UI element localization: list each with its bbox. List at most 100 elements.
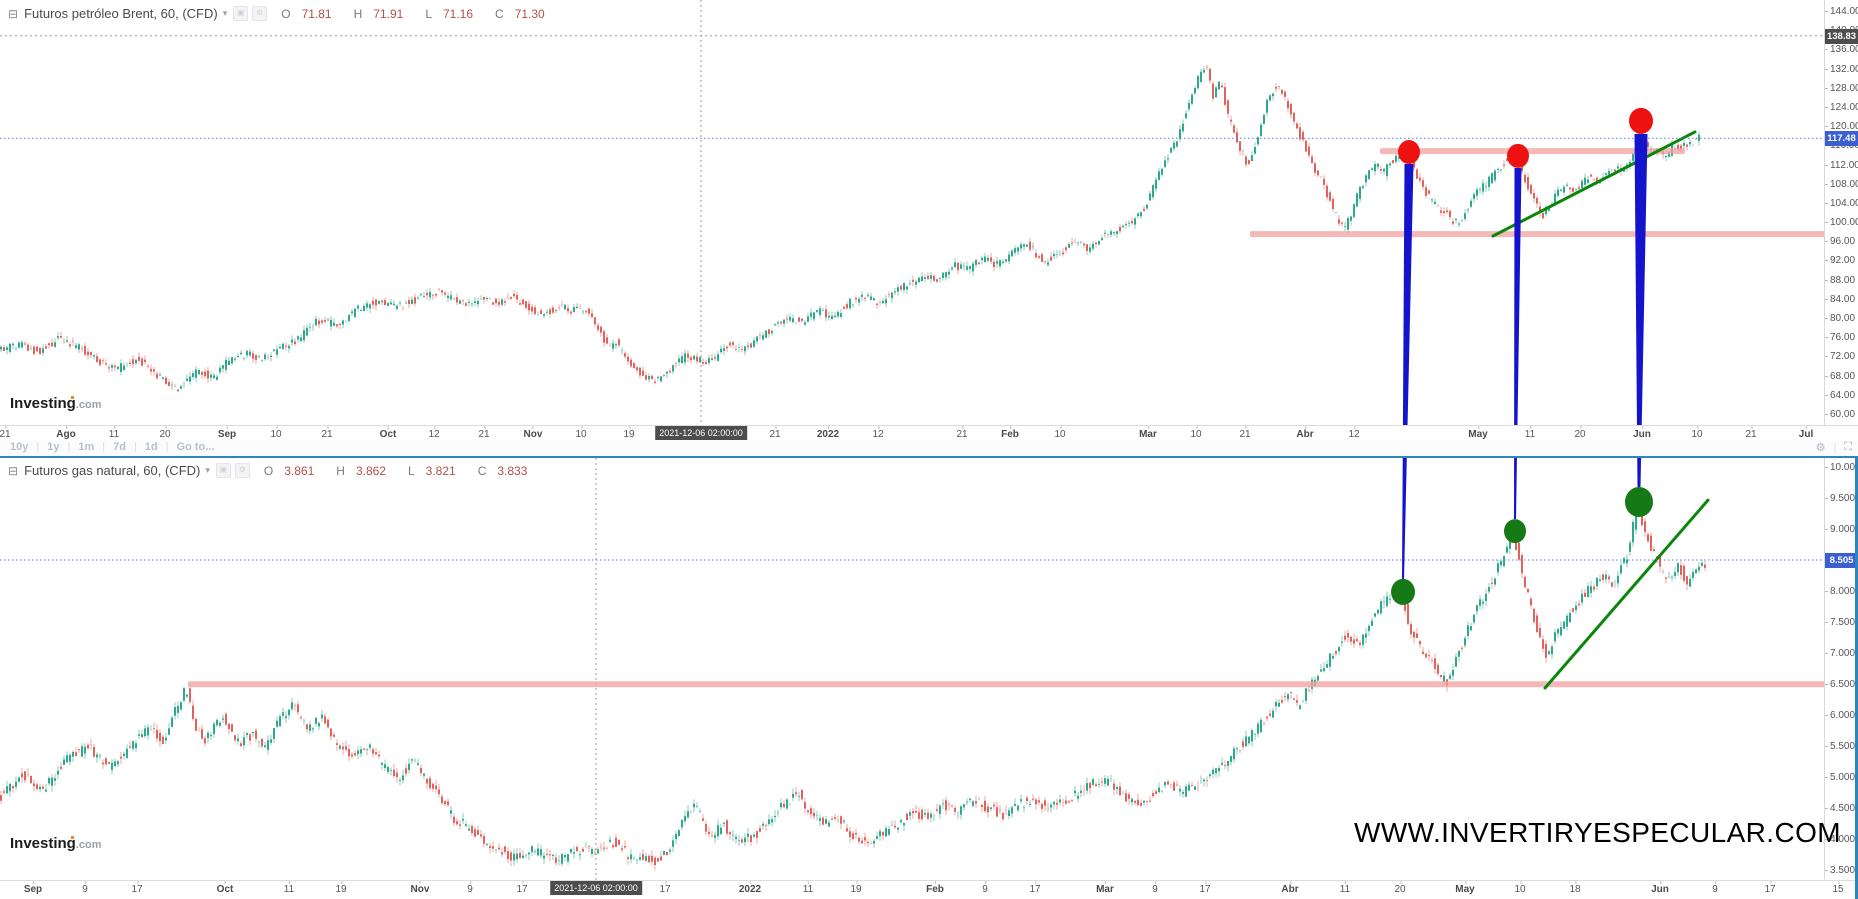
time-tick-label: 10 xyxy=(1190,426,1202,440)
time-tick-label: 17 xyxy=(1764,881,1776,895)
time-tick-label: 10 xyxy=(270,426,282,440)
toolbar-divider: | xyxy=(67,441,71,453)
time-tick-label: 20 xyxy=(1574,426,1586,440)
dropdown-caret-icon[interactable]: ▾ xyxy=(222,8,228,18)
ohlc-value: L 71.16 xyxy=(425,6,474,21)
panel2-time-axis[interactable]: Sep 9 17 Oct 11 19 Nov 9 17 17 2022 11 19 Feb 9 17 Mar 9 1… xyxy=(0,880,1858,899)
logo-orange-dot xyxy=(71,836,74,839)
time-tick-label: 12 xyxy=(428,426,440,440)
time-tick-label: 11 xyxy=(283,881,295,895)
investing-logo-tld: .com xyxy=(75,839,102,851)
price-tick-label: 5.000 xyxy=(1824,772,1856,784)
panel1-price-axis[interactable]: 144.00140.00136.00132.00128.00124.00120.… xyxy=(1824,0,1858,425)
collapse-icon[interactable]: ⊟ xyxy=(8,6,19,21)
time-tick-label: 10 xyxy=(1691,426,1703,440)
price-tick-label: 88.00 xyxy=(1824,274,1856,286)
gear-icon[interactable]: ⚙ xyxy=(1815,442,1826,454)
price-tick-label: 84.00 xyxy=(1824,293,1856,305)
range-button-7d[interactable]: 7d xyxy=(113,441,126,453)
ohlc-value: O 3.861 xyxy=(263,463,315,478)
logo-orange-dot xyxy=(71,396,74,399)
ohlc-value: H 71.91 xyxy=(353,6,404,21)
investing-logo-text: Investing xyxy=(10,835,76,852)
time-tick-label: 9 xyxy=(82,881,88,895)
time-tick-label: 17 xyxy=(516,881,528,895)
panel2-title: Futuros gas natural, 60, (CFD) xyxy=(24,463,201,478)
time-tick-label: 11 xyxy=(1339,881,1351,895)
price-tick-label: 104.00 xyxy=(1825,198,1858,209)
time-tick-label: 17 xyxy=(1199,881,1211,895)
range-button-1m[interactable]: 1m xyxy=(78,441,95,453)
time-tick-label: Nov xyxy=(410,881,430,895)
gear-icon[interactable]: ⚙ xyxy=(234,463,250,478)
time-tick-label: 11 xyxy=(108,426,120,440)
time-tick-label: 21 xyxy=(1745,426,1757,440)
time-tick-label: Jul xyxy=(1798,426,1814,440)
panel2-annotations xyxy=(0,498,1825,690)
time-tick-label: 2022 xyxy=(738,881,762,895)
time-tick-label: Nov xyxy=(523,426,543,440)
price-tick-label: 64.00 xyxy=(1824,389,1856,401)
time-tick-label: Oct xyxy=(379,426,397,440)
time-tick-label: 12 xyxy=(872,426,884,440)
time-tick-label: 9 xyxy=(982,881,988,895)
price-tick-label: 8.000 xyxy=(1824,586,1856,598)
time-tick-label: 12 xyxy=(1348,426,1360,440)
time-tick-label: 18 xyxy=(1569,881,1581,895)
price-tick-label: 92.00 xyxy=(1824,255,1856,267)
time-tick-label: 15 xyxy=(1832,881,1844,895)
camera-icon[interactable]: ▣ xyxy=(233,6,249,21)
price-tick-label: 4.500 xyxy=(1824,803,1856,815)
crosshair-lines xyxy=(0,0,1824,880)
time-tick-label: 21 xyxy=(478,426,490,440)
time-tick-label: 21 xyxy=(321,426,333,440)
time-tick-label: 19 xyxy=(850,881,862,895)
goto-button[interactable]: Go to... xyxy=(176,441,215,453)
time-tick-label: 17 xyxy=(131,881,143,895)
time-tick-label: 21 xyxy=(0,426,11,440)
time-tick-label: Feb xyxy=(926,881,944,895)
toolbar-divider: | xyxy=(165,441,169,453)
investing-logo-text: Investing xyxy=(10,395,76,412)
toolbar-divider: | xyxy=(102,441,106,453)
toolbar-divider: | xyxy=(1833,441,1837,454)
panel1-ohlc-readout: O 71.81 H 71.91 L 71.16 C 71.30 xyxy=(281,7,567,21)
time-tick-label: 10 xyxy=(1054,426,1066,440)
price-tick-label: 72.00 xyxy=(1824,351,1856,363)
time-tick-label: 21 xyxy=(769,426,781,440)
time-tick-label: Mar xyxy=(1139,426,1157,440)
dropdown-caret-icon[interactable]: ▾ xyxy=(205,465,210,475)
toolbar-right-icons: ⚙ | ⛶ xyxy=(1816,441,1852,454)
range-button-10y[interactable]: 10y xyxy=(10,441,29,453)
red-signal-dots xyxy=(1398,107,1653,168)
price-tick-label: 76.00 xyxy=(1824,332,1856,344)
panel2-price-axis[interactable]: 10.000 9.500 9.000 8.000 7.500 7.000 6.500 6.00… xyxy=(1824,458,1858,880)
time-tick-label: 19 xyxy=(623,426,635,440)
gear-icon[interactable]: ⚙ xyxy=(252,6,268,21)
investing-logo: Investing .com xyxy=(10,835,102,853)
brent-candles xyxy=(0,64,1700,392)
watermark-text: WWW.INVERTIRYESPECULAR.COM xyxy=(1354,817,1841,848)
panel2-header: ⊟ Futuros gas natural, 60, (CFD) ▾ ▣ ⚙ O… xyxy=(8,463,549,478)
price-tick-label: 10.000 xyxy=(1825,462,1858,473)
camera-icon[interactable]: ▣ xyxy=(215,463,231,478)
price-tick-label: 108.00 xyxy=(1825,179,1858,190)
price-tick-label: 5.500 xyxy=(1824,741,1856,753)
panel1-time-axis[interactable]: 21 Ago 11 20 Sep 10 21 Oct 12 21 Nov 10 19 21 2022 12 21… xyxy=(0,425,1858,441)
time-tick-label: 10 xyxy=(1514,881,1526,895)
price-tick-label: 144.00 xyxy=(1825,6,1858,17)
range-button-1y[interactable]: 1y xyxy=(47,441,60,453)
investing-logo-tld: .com xyxy=(75,399,102,411)
time-tick-label: Abr xyxy=(1281,881,1299,895)
signal-connectors xyxy=(1402,134,1648,580)
price-tick-label: 100.00 xyxy=(1825,217,1858,228)
time-tick-label: May xyxy=(1468,426,1488,440)
time-tick-label: Mar xyxy=(1096,881,1114,895)
collapse-icon[interactable]: ⊟ xyxy=(8,463,19,478)
price-tick-label: 112.00 xyxy=(1825,159,1858,171)
range-button-1d[interactable]: 1d xyxy=(144,441,158,453)
period-range-buttons: 10y | 1y | 1m | 7d | 1d | Go to... xyxy=(10,441,214,453)
fullscreen-icon[interactable]: ⛶ xyxy=(1844,441,1852,453)
